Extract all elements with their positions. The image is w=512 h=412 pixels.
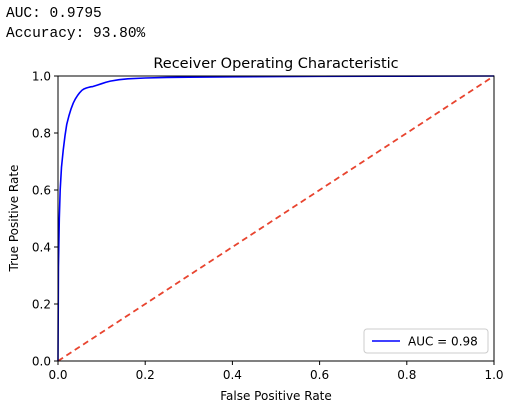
y-tick-label: 0.6 bbox=[32, 184, 51, 198]
chance-diagonal-line bbox=[57, 75, 495, 362]
y-tick-label: 0.4 bbox=[32, 241, 51, 255]
y-tick-label: 0.8 bbox=[32, 127, 51, 141]
x-tick-label: 0.8 bbox=[397, 368, 416, 382]
console-output: AUC: 0.9795 Accuracy: 93.80% bbox=[6, 4, 145, 44]
y-axis-label: True Positive Rate bbox=[7, 165, 21, 273]
x-tick-label: 0.6 bbox=[310, 368, 329, 382]
roc-curve-line bbox=[57, 75, 495, 362]
x-tick-label: 1.0 bbox=[484, 368, 503, 382]
x-tick-label: 0.2 bbox=[136, 368, 155, 382]
plot-frame bbox=[57, 75, 495, 362]
y-tick-label: 1.0 bbox=[32, 70, 51, 84]
chart-title: Receiver Operating Characteristic bbox=[153, 56, 398, 72]
x-axis-label: False Positive Rate bbox=[220, 389, 332, 403]
x-tick-label: 0.4 bbox=[223, 368, 242, 382]
accuracy-output-line: Accuracy: 93.80% bbox=[6, 26, 146, 42]
y-tick-label: 0.2 bbox=[32, 298, 51, 312]
x-tick-label: 0.0 bbox=[48, 368, 67, 382]
legend-entry-label: AUC = 0.98 bbox=[408, 335, 478, 349]
auc-output-line: AUC: 0.9795 bbox=[6, 6, 102, 22]
y-tick-label: 0.0 bbox=[32, 355, 51, 369]
legend-box bbox=[363, 328, 489, 354]
